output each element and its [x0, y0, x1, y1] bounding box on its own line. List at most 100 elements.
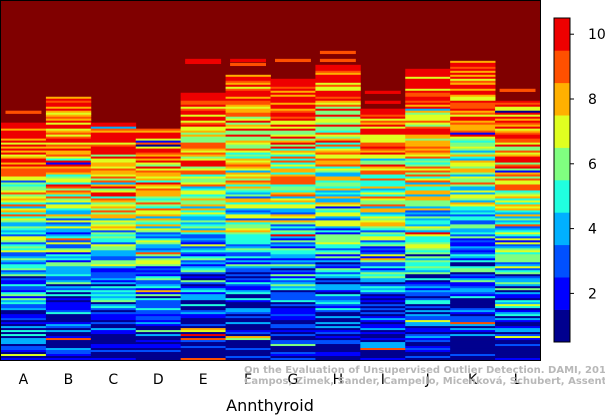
heatmap-cell [270, 176, 316, 179]
heatmap-cell [180, 266, 226, 269]
heatmap-cell [45, 102, 92, 106]
heatmap-cell [495, 100, 541, 104]
heatmap-cell [495, 186, 541, 189]
heatmap-cell [135, 150, 182, 153]
heatmap-cell [135, 144, 182, 147]
heatmap-cell [1, 252, 47, 255]
heatmap-cell [135, 168, 182, 171]
heatmap-cell [1, 152, 47, 155]
heatmap-cell [135, 300, 182, 303]
heatmap-cell [405, 286, 451, 289]
heatmap-cell [495, 118, 541, 122]
heatmap-cell [270, 104, 316, 108]
heatmap-cell [315, 280, 361, 283]
heatmap-cell [180, 164, 226, 167]
heatmap-cell [90, 330, 137, 333]
heatmap-cell [45, 172, 92, 175]
heatmap-cell [270, 158, 316, 161]
heatmap-cell [495, 136, 541, 139]
heatmap-cell [495, 206, 541, 209]
heatmap-cell [135, 308, 182, 311]
heatmap-cell [45, 194, 92, 197]
heatmap-cell [450, 266, 496, 269]
heatmap-cell [315, 284, 361, 287]
heatmap-cell [495, 256, 541, 259]
heatmap-cell [90, 308, 137, 311]
heatmap-cell [1, 244, 47, 247]
heatmap-cell [315, 116, 361, 120]
heatmap-cell [90, 172, 137, 175]
heatmap-cell [270, 334, 316, 337]
heatmap-cell [270, 142, 316, 145]
heatmap-cell [225, 222, 271, 225]
heatmap-cell [90, 176, 137, 179]
heatmap-cell [495, 198, 541, 201]
heatmap-column-C [90, 122, 137, 361]
plot-frame [0, 0, 541, 361]
heatmap-cell [225, 110, 271, 114]
heatmap-cell [1, 356, 47, 359]
heatmap-cell [270, 252, 316, 255]
heatmap-cell [180, 186, 226, 189]
heatmap-cell [45, 216, 92, 219]
heatmap-cell [450, 334, 496, 337]
heatmap-cell [180, 300, 226, 303]
heatmap-cell [135, 232, 182, 235]
heatmap-cell [225, 100, 271, 104]
heatmap-cell [90, 228, 137, 231]
heatmap-cell [405, 298, 451, 301]
heatmap-cell [360, 156, 406, 159]
heatmap-cell [405, 216, 451, 219]
heatmap-cell [315, 268, 361, 271]
heatmap-cell [360, 186, 406, 189]
heatmap-cell [360, 356, 406, 359]
heatmap-cell [45, 280, 92, 283]
heatmap-cell [495, 152, 541, 155]
heatmap-cell [315, 342, 361, 345]
heatmap-cell [450, 152, 496, 155]
heatmap-cell [360, 284, 406, 287]
heatmap-cell [180, 176, 226, 179]
heatmap-cell [45, 320, 92, 323]
heatmap-cell [225, 310, 271, 313]
heatmap-cell [360, 144, 406, 147]
heatmap-cell [180, 102, 226, 106]
heatmap-cell [90, 212, 137, 215]
heatmap-cell [225, 270, 271, 273]
heatmap-cell [225, 228, 271, 231]
heatmap-cell [495, 260, 541, 263]
heatmap-cell [45, 126, 92, 129]
heatmap-cell [315, 352, 361, 355]
heatmap-cell [135, 214, 182, 217]
heatmap-cell [90, 138, 137, 141]
colorbar-segment [554, 277, 570, 310]
heatmap-cell [1, 150, 47, 153]
heatmap-cell [405, 92, 451, 96]
heatmap-cell [225, 76, 271, 80]
heatmap-cell [135, 142, 182, 145]
heatmap-cell [45, 250, 92, 253]
heatmap-cell [1, 190, 47, 193]
heatmap-cell [1, 212, 47, 215]
heatmap-cell [135, 276, 182, 279]
heatmap-cell [360, 142, 406, 145]
heatmap-cell [1, 232, 47, 235]
heatmap-cell [180, 342, 226, 345]
heatmap-cell [1, 280, 47, 283]
heatmap-cell [315, 230, 361, 233]
heatmap-cell [495, 156, 541, 159]
heatmap-cell [180, 226, 226, 229]
heatmap-cell [495, 140, 541, 143]
heatmap-cell [45, 300, 92, 303]
heatmap-cell [450, 102, 496, 106]
heatmap-cell [135, 318, 182, 321]
heatmap-cell [360, 350, 406, 353]
heatmap-cell [225, 348, 271, 351]
heatmap-cell [135, 298, 182, 301]
heatmap-cell [180, 118, 226, 122]
heatmap-cell [315, 206, 361, 209]
heatmap-cell [495, 358, 541, 361]
heatmap-cell [225, 236, 271, 239]
heatmap-cell [270, 240, 316, 243]
heatmap-cell [405, 340, 451, 343]
